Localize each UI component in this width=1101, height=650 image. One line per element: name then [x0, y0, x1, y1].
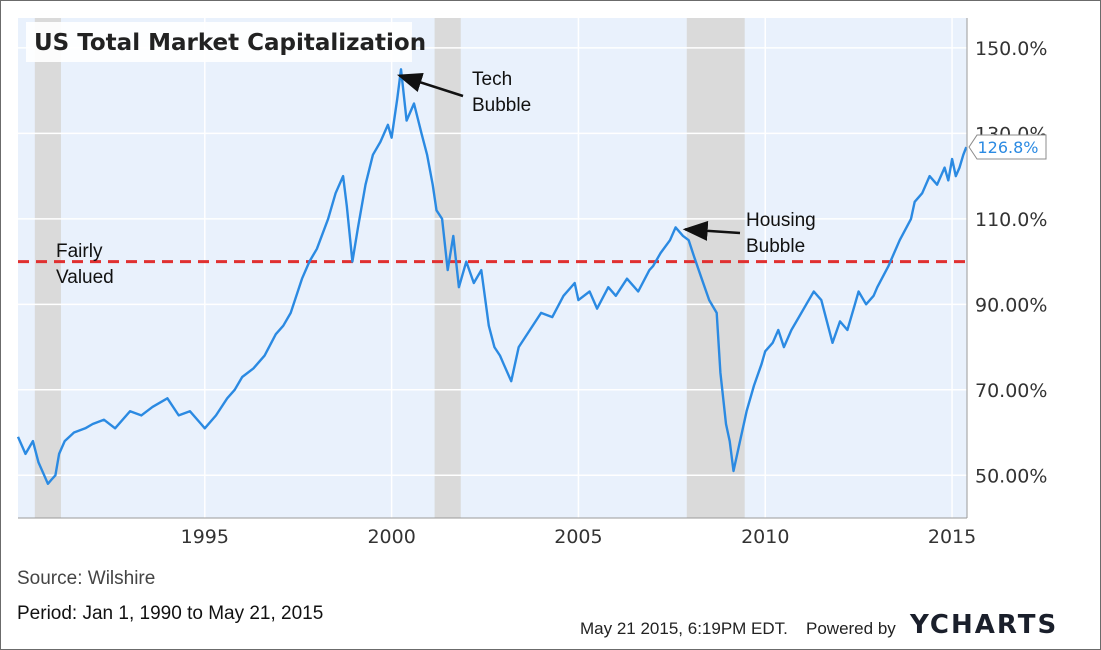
x-tick-label: 2010	[741, 526, 789, 548]
annotation-arrow	[396, 72, 464, 98]
x-tick-label: 2000	[367, 526, 415, 548]
y-tick-label: 50.00%	[975, 465, 1047, 487]
x-tick-label: 1995	[181, 526, 229, 548]
annotation-text: Bubble	[746, 236, 805, 257]
y-tick-label: 150.0%	[975, 38, 1047, 60]
powered-by: Powered by	[806, 619, 896, 638]
annotation-text: Tech	[472, 69, 512, 90]
annotation-text: Bubble	[472, 95, 531, 116]
annotation-text: Valued	[56, 267, 114, 288]
annotation-text: Housing	[746, 210, 816, 231]
annotation-arrow	[682, 220, 741, 241]
last-value-label: 126.8%	[977, 138, 1038, 157]
y-tick-label: 110.0%	[975, 209, 1047, 231]
recession-band	[686, 18, 745, 518]
source-note: Source: Wilshire	[17, 568, 156, 589]
plot-background	[18, 18, 967, 518]
title-box	[26, 22, 412, 62]
recession-band	[34, 18, 61, 518]
ycharts-logo[interactable]: YCHARTS	[910, 610, 1059, 640]
chart-title: US Total Market Capitalization	[34, 30, 426, 56]
y-tick-label: 70.00%	[975, 380, 1047, 402]
last-value-box	[968, 134, 1047, 160]
x-tick-label: 2015	[928, 526, 976, 548]
annotation-text: Fairly	[56, 241, 103, 262]
y-tick-label: 90.00%	[975, 294, 1047, 316]
timestamp: May 21 2015, 6:19PM EDT.	[580, 619, 788, 638]
period-note: Period: Jan 1, 1990 to May 21, 2015	[17, 603, 324, 624]
x-tick-label: 2005	[554, 526, 602, 548]
market-cap-series-line[interactable]	[16, 68, 968, 485]
